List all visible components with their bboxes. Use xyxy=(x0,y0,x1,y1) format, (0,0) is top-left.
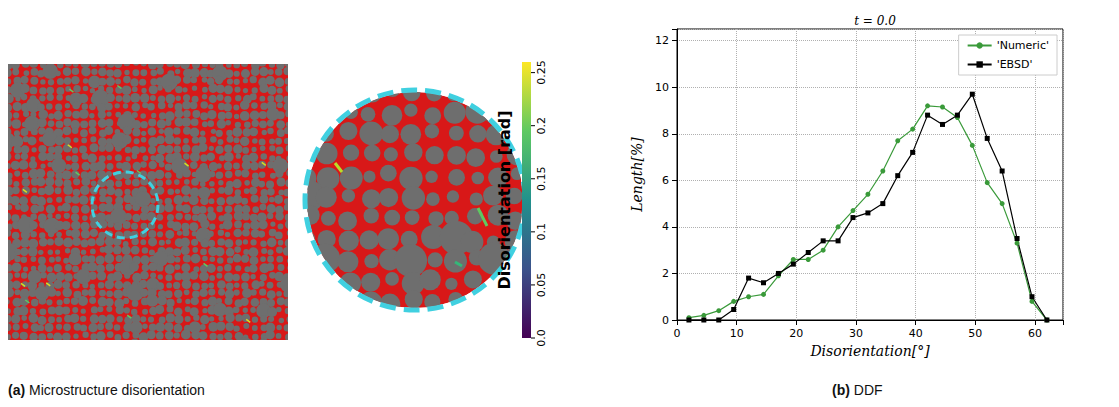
svg-text:8: 8 xyxy=(662,127,669,140)
svg-text:0: 0 xyxy=(674,327,681,340)
svg-text:0.15: 0.15 xyxy=(535,167,548,192)
svg-text:10: 10 xyxy=(730,327,744,340)
svg-text:60: 60 xyxy=(1028,327,1042,340)
svg-text:0.0: 0.0 xyxy=(535,329,548,347)
svg-text:'EBSD': 'EBSD' xyxy=(997,58,1033,71)
svg-text:0.1: 0.1 xyxy=(535,223,548,241)
html-text:(b) DDF: (b) DDF xyxy=(832,382,883,398)
svg-text:Disorientation [rad]: Disorientation [rad] xyxy=(495,110,514,289)
svg-text:40: 40 xyxy=(909,327,923,340)
svg-text:50: 50 xyxy=(968,327,982,340)
svg-text:t = 0.0: t = 0.0 xyxy=(854,14,896,28)
svg-text:0.25: 0.25 xyxy=(535,60,548,85)
svg-text:2: 2 xyxy=(662,267,669,280)
svg-text:'Numeric': 'Numeric' xyxy=(997,39,1049,52)
svg-text:Disorientation[°]: Disorientation[°] xyxy=(809,343,930,359)
svg-text:10: 10 xyxy=(655,81,669,94)
svg-text:20: 20 xyxy=(789,327,803,340)
html-text:(a) Microstructure disorientat: (a) Microstructure disorientation xyxy=(8,382,205,398)
svg-text:6: 6 xyxy=(662,174,669,187)
svg-text:30: 30 xyxy=(849,327,863,340)
svg-text:0: 0 xyxy=(662,314,669,327)
svg-text:4: 4 xyxy=(662,220,669,233)
svg-text:12: 12 xyxy=(655,34,669,47)
svg-text:0.2: 0.2 xyxy=(535,117,548,135)
svg-text:Length[%]: Length[%] xyxy=(629,137,645,213)
svg-text:0.05: 0.05 xyxy=(535,273,548,298)
